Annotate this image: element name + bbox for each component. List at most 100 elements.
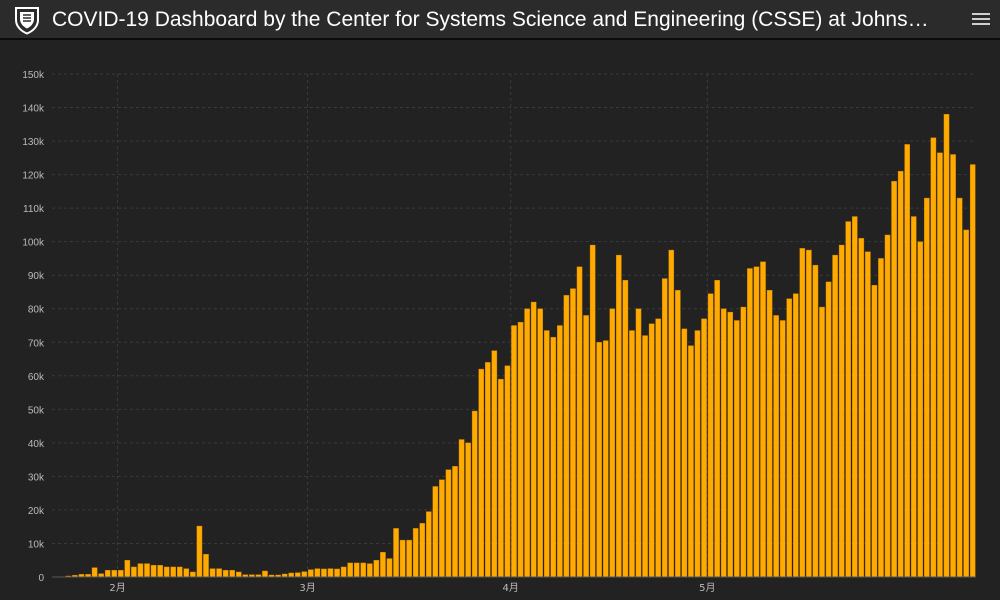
y-axis-labels: 0 10k 20k 30k 40k 50k 60k 70k 80k 90k 100k 110k 120k… bbox=[22, 70, 45, 584]
bar bbox=[465, 442, 471, 578]
bar bbox=[327, 568, 334, 578]
bar bbox=[222, 570, 229, 578]
x-tick-label: 3月 bbox=[299, 582, 315, 594]
bar bbox=[943, 114, 950, 578]
bar bbox=[969, 164, 976, 578]
bar bbox=[661, 278, 668, 578]
bar bbox=[858, 238, 865, 578]
bar bbox=[963, 229, 969, 578]
bar bbox=[734, 320, 740, 578]
bar bbox=[380, 551, 386, 578]
bar bbox=[845, 221, 851, 578]
hamburger-menu-icon[interactable] bbox=[972, 10, 990, 30]
bar bbox=[779, 320, 786, 578]
bar bbox=[891, 181, 897, 578]
bar bbox=[314, 568, 321, 578]
bar bbox=[98, 573, 104, 578]
y-tick-label: 80k bbox=[28, 305, 45, 316]
bar bbox=[648, 323, 655, 578]
bar bbox=[878, 258, 884, 578]
y-tick-label: 30k bbox=[28, 472, 45, 483]
dashboard-header: COVID-19 Dashboard by the Center for Sys… bbox=[0, 0, 1000, 40]
y-tick-label: 100k bbox=[22, 238, 45, 249]
bar bbox=[386, 558, 393, 578]
bar bbox=[406, 539, 412, 578]
bar bbox=[871, 285, 878, 578]
bar bbox=[360, 562, 367, 578]
bar bbox=[897, 171, 904, 578]
bar bbox=[622, 280, 629, 578]
bar bbox=[537, 308, 543, 578]
bar bbox=[786, 298, 793, 578]
bar bbox=[884, 234, 891, 578]
bar bbox=[681, 328, 688, 578]
bar bbox=[688, 345, 694, 578]
bar bbox=[419, 523, 426, 578]
bar bbox=[570, 288, 576, 578]
page-title: COVID-19 Dashboard by the Center for Sys… bbox=[52, 8, 932, 31]
bar bbox=[904, 144, 910, 578]
bar bbox=[190, 571, 196, 578]
bar bbox=[675, 290, 681, 578]
bar bbox=[714, 280, 720, 578]
bar bbox=[635, 308, 642, 578]
bar bbox=[426, 511, 432, 578]
bar bbox=[707, 293, 714, 578]
bar bbox=[563, 295, 570, 578]
bar bbox=[432, 486, 439, 578]
bar bbox=[602, 340, 609, 578]
bar bbox=[550, 337, 557, 578]
bar bbox=[806, 249, 812, 578]
bar bbox=[747, 268, 753, 578]
bar bbox=[583, 315, 589, 578]
bar bbox=[229, 570, 235, 578]
bar bbox=[294, 572, 301, 578]
bar bbox=[301, 571, 308, 578]
bar bbox=[629, 330, 635, 578]
bar bbox=[668, 249, 675, 578]
bar bbox=[452, 466, 458, 578]
bar bbox=[760, 261, 766, 578]
y-tick-label: 120k bbox=[22, 171, 45, 182]
x-axis-labels: 2月 3月 4月 5月 bbox=[109, 582, 715, 594]
bar bbox=[596, 342, 602, 578]
x-tick-label: 4月 bbox=[503, 582, 519, 594]
bar bbox=[832, 254, 838, 578]
bar bbox=[216, 568, 222, 578]
bar bbox=[819, 306, 825, 578]
bars bbox=[59, 114, 976, 578]
university-shield-icon bbox=[15, 7, 39, 35]
bar bbox=[144, 563, 150, 578]
bar bbox=[576, 266, 583, 578]
bar bbox=[530, 301, 537, 578]
y-tick-label: 20k bbox=[28, 506, 45, 517]
bar bbox=[478, 368, 485, 578]
bar bbox=[118, 570, 124, 578]
bar bbox=[701, 318, 707, 578]
bar bbox=[753, 266, 760, 578]
bar bbox=[412, 528, 419, 578]
bar bbox=[838, 244, 845, 578]
y-tick-label: 110k bbox=[23, 204, 45, 215]
x-tick-label: 5月 bbox=[699, 582, 715, 594]
bar bbox=[203, 554, 209, 578]
bar bbox=[491, 350, 498, 578]
bar bbox=[511, 325, 517, 578]
x-tick-label: 2月 bbox=[109, 582, 125, 594]
bar bbox=[642, 335, 648, 578]
bar bbox=[399, 539, 406, 578]
y-tick-label: 40k bbox=[28, 439, 45, 450]
bar bbox=[353, 562, 360, 578]
bar bbox=[137, 563, 144, 578]
bar bbox=[439, 479, 445, 578]
chart-svg: 0 10k 20k 30k 40k 50k 60k 70k 80k 90k 100k 110k 120k… bbox=[22, 70, 976, 594]
bar bbox=[937, 152, 943, 578]
bar bbox=[150, 565, 157, 578]
bar bbox=[471, 410, 478, 578]
bar bbox=[131, 566, 137, 578]
bar bbox=[235, 571, 242, 578]
bar bbox=[655, 318, 661, 578]
bar bbox=[347, 562, 353, 578]
bar bbox=[812, 264, 819, 578]
bar bbox=[262, 570, 268, 578]
